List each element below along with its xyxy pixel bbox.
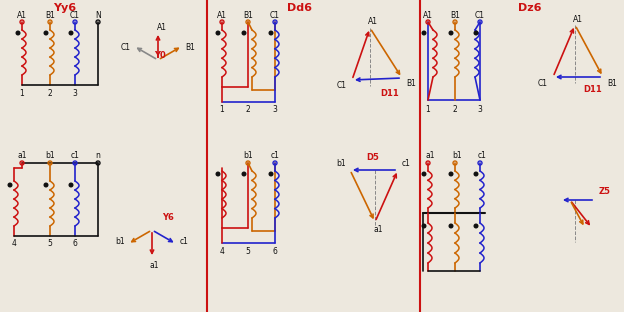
Text: 3: 3 [72, 89, 77, 97]
Text: 5: 5 [246, 246, 250, 256]
Text: Dz6: Dz6 [519, 3, 542, 13]
Text: b1: b1 [336, 159, 346, 168]
Circle shape [8, 183, 12, 187]
Text: B1: B1 [185, 43, 195, 52]
Circle shape [449, 172, 453, 176]
Text: c1: c1 [477, 150, 487, 159]
Text: A1: A1 [573, 14, 583, 23]
Text: B1: B1 [243, 11, 253, 19]
Text: 5: 5 [47, 240, 52, 248]
Text: C1: C1 [538, 79, 548, 87]
Circle shape [449, 31, 453, 35]
Text: b1: b1 [243, 152, 253, 160]
Text: c1: c1 [71, 150, 79, 159]
Circle shape [216, 172, 220, 176]
Circle shape [242, 31, 246, 35]
Text: C1: C1 [475, 11, 485, 19]
Circle shape [69, 183, 73, 187]
Circle shape [16, 31, 20, 35]
Text: A1: A1 [423, 11, 433, 19]
Text: Y0: Y0 [154, 51, 166, 61]
Text: 2: 2 [47, 89, 52, 97]
Text: c1: c1 [180, 236, 188, 246]
Text: A1: A1 [17, 11, 27, 19]
Circle shape [474, 172, 478, 176]
Text: 4: 4 [12, 240, 16, 248]
Circle shape [216, 31, 220, 35]
Circle shape [422, 172, 426, 176]
Circle shape [269, 172, 273, 176]
Circle shape [242, 172, 246, 176]
Text: 2: 2 [452, 105, 457, 115]
Text: Z5: Z5 [599, 188, 611, 197]
Text: C1: C1 [70, 11, 80, 19]
Text: b1: b1 [45, 150, 55, 159]
Text: B1: B1 [450, 11, 460, 19]
Text: D11: D11 [381, 89, 399, 97]
Text: a1: a1 [149, 261, 158, 270]
Circle shape [44, 31, 48, 35]
Text: A1: A1 [217, 11, 227, 19]
Text: 3: 3 [273, 105, 278, 115]
Text: 1: 1 [19, 89, 24, 97]
Circle shape [449, 224, 453, 228]
Circle shape [474, 31, 478, 35]
Text: B1: B1 [607, 79, 617, 87]
Text: Y6: Y6 [162, 213, 174, 222]
Text: A1: A1 [368, 17, 378, 27]
Text: a1: a1 [17, 150, 27, 159]
Text: 6: 6 [273, 246, 278, 256]
Text: B1: B1 [406, 80, 416, 89]
Text: b1: b1 [452, 150, 462, 159]
Text: N: N [95, 11, 101, 19]
Text: 6: 6 [72, 240, 77, 248]
Circle shape [69, 31, 73, 35]
Circle shape [422, 224, 426, 228]
Text: Dd6: Dd6 [288, 3, 313, 13]
Text: D5: D5 [366, 154, 379, 163]
Circle shape [269, 31, 273, 35]
Text: 1: 1 [220, 105, 225, 115]
Text: c1: c1 [271, 152, 280, 160]
Text: D11: D11 [583, 85, 602, 95]
Text: a1: a1 [425, 150, 435, 159]
Circle shape [474, 224, 478, 228]
Text: C1: C1 [270, 11, 280, 19]
Circle shape [44, 183, 48, 187]
Text: B1: B1 [45, 11, 55, 19]
Text: A1: A1 [157, 22, 167, 32]
Text: Yy6: Yy6 [54, 3, 77, 13]
Text: 1: 1 [426, 105, 431, 115]
Circle shape [422, 31, 426, 35]
Text: 3: 3 [477, 105, 482, 115]
Text: 4: 4 [220, 246, 225, 256]
Text: 2: 2 [246, 105, 250, 115]
Text: C1: C1 [337, 81, 347, 90]
Text: a1: a1 [373, 225, 383, 233]
Text: c1: c1 [402, 159, 411, 168]
Text: b1: b1 [115, 236, 125, 246]
Text: C1: C1 [121, 43, 131, 52]
Text: n: n [95, 150, 100, 159]
